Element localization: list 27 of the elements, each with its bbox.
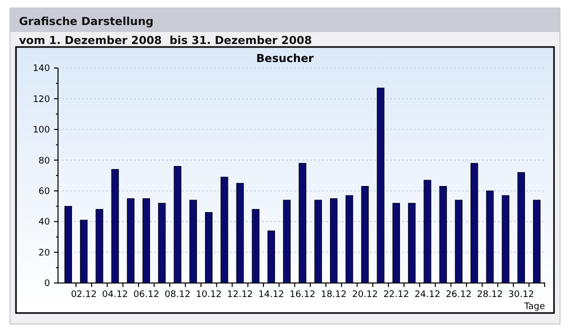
x-tick-label: 20.12 [352, 290, 378, 300]
x-tick-label: 02.12 [70, 290, 97, 300]
x-tick-label: 06.12 [133, 290, 160, 300]
y-tick-label: 40 [38, 218, 50, 228]
y-tick-label: 120 [32, 94, 50, 105]
y-tick-label: 80 [38, 156, 50, 166]
y-tick-label: 60 [38, 187, 50, 198]
chart-subtitle: vom 1. Dezember 2008 bis 31. Dezember 2008 [19, 34, 312, 47]
text: Grafische Darstellung [19, 15, 154, 28]
x-tick-label: 10.12 [196, 290, 222, 300]
chart-title: Besucher [256, 52, 314, 65]
x-tick-label: 18.12 [320, 290, 347, 300]
x-tick-label: 28.12 [477, 290, 503, 300]
x-tick-label: 04.12 [102, 290, 128, 300]
y-tick-label: 0 [44, 279, 50, 290]
x-tick-label: 08.12 [164, 290, 190, 300]
y-tick-label: 20 [38, 248, 50, 258]
x-tick-label: 12.12 [227, 290, 253, 300]
y-tick-label: 100 [32, 126, 50, 136]
x-tick-label: 30.12 [508, 290, 534, 300]
y-tick-label: 140 [32, 64, 50, 74]
x-tick-label: 22.12 [383, 290, 410, 300]
x-tick-label: 26.12 [446, 290, 472, 300]
x-axis-title: Tage [523, 302, 546, 312]
x-tick-label: 16.12 [290, 290, 316, 300]
x-tick-label: 24.12 [414, 290, 440, 300]
x-tick-label: 14.12 [258, 290, 284, 300]
